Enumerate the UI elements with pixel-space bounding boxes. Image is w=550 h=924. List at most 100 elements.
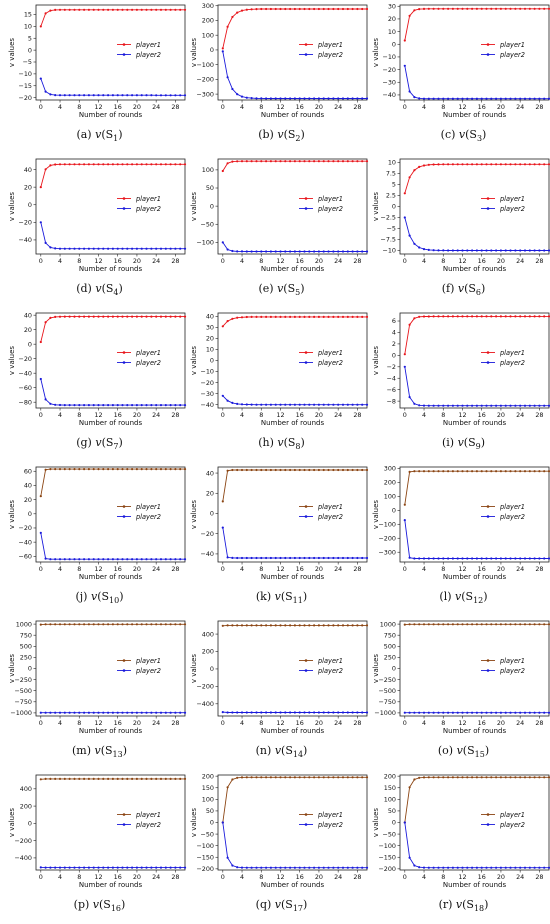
data-point-player1 [221, 500, 224, 503]
data-point-player2 [504, 866, 507, 869]
data-point-player2 [274, 866, 277, 869]
data-point-player1 [341, 315, 345, 318]
y-tick-label: −20 [19, 355, 33, 363]
legend-label-player1: player1 [135, 41, 161, 49]
data-point-player1 [456, 470, 459, 473]
y-tick-label: −4 [387, 374, 396, 382]
data-point-player2 [499, 97, 502, 100]
data-point-player1 [447, 776, 450, 779]
data-point-player2 [293, 97, 296, 100]
x-axis-label: Number of rounds [443, 419, 507, 427]
y-tick-label: −5 [387, 225, 396, 233]
data-point-player2 [179, 558, 182, 561]
legend-label-player2: player2 [135, 51, 161, 59]
series-line-player1 [404, 776, 549, 823]
data-point-player2 [303, 97, 306, 100]
y-tick-label: 500 [20, 643, 32, 651]
data-point-player2 [116, 247, 119, 250]
data-point-player2 [447, 711, 450, 714]
data-point-player2 [231, 401, 234, 404]
data-point-player2 [437, 97, 440, 100]
y-axis-label: v values [8, 192, 16, 221]
data-point-player1 [155, 777, 158, 780]
data-point-player2 [265, 866, 268, 869]
data-point-player1 [83, 468, 86, 471]
data-point-player1 [107, 468, 110, 471]
data-point-player2 [322, 866, 325, 869]
data-point-player1 [298, 624, 301, 627]
caption-function: v [277, 436, 284, 449]
data-point-player1 [269, 624, 272, 627]
data-point-player1 [289, 315, 292, 318]
y-tick-label: −30 [383, 78, 397, 86]
data-point-player2 [332, 250, 335, 253]
data-point-player2 [97, 558, 100, 561]
data-point-player2 [365, 250, 369, 253]
data-point-player1 [351, 160, 354, 163]
subfigure-caption: (r) v(S18) [372, 898, 550, 913]
data-point-player2 [361, 403, 364, 406]
legend-marker-player2 [122, 53, 126, 56]
data-point-player1 [533, 470, 536, 473]
data-point-player2 [504, 711, 507, 714]
data-point-player2 [432, 557, 435, 560]
subfigure-caption: (k) v(S11) [190, 590, 373, 605]
data-point-player1 [337, 7, 340, 11]
data-point-player2 [408, 711, 411, 714]
data-point-player2 [164, 711, 167, 714]
data-point-player1 [274, 160, 277, 163]
data-point-player1 [447, 623, 450, 626]
series-line-player1 [404, 470, 549, 505]
data-point-player1 [413, 9, 416, 12]
caption-set: (S [465, 128, 477, 141]
data-point-player2 [451, 404, 454, 407]
data-point-player1 [73, 163, 76, 166]
data-point-player2 [269, 711, 272, 714]
y-tick-label: 60 [24, 467, 32, 475]
data-point-player2 [269, 556, 272, 560]
data-point-player2 [490, 866, 493, 869]
y-tick-label: 400 [202, 630, 214, 638]
data-point-player2 [346, 403, 349, 406]
data-point-player2 [260, 711, 263, 714]
data-point-player1 [293, 315, 296, 318]
series-line-player2 [40, 378, 185, 406]
data-point-player1 [337, 315, 340, 318]
data-point-player1 [179, 777, 182, 780]
y-tick-label: −2.5 [380, 214, 396, 222]
data-point-player1 [341, 776, 345, 779]
data-point-player1 [427, 623, 430, 626]
data-point-player1 [466, 163, 469, 166]
data-point-player2 [447, 404, 450, 407]
data-point-player2 [221, 821, 224, 824]
data-point-player1 [78, 623, 81, 626]
data-point-player2 [442, 249, 445, 252]
data-point-player2 [466, 404, 469, 407]
y-tick-label: 20 [24, 326, 32, 334]
data-point-player2 [135, 404, 138, 407]
legend-label-player2: player2 [135, 667, 161, 675]
data-point-player1 [116, 163, 119, 166]
data-point-player1 [111, 315, 114, 318]
y-tick-label: −250 [378, 676, 396, 684]
x-axis-label: Number of rounds [79, 727, 143, 735]
data-point-player1 [427, 315, 430, 318]
y-tick-label: 20 [206, 335, 214, 343]
data-point-player2 [293, 711, 296, 714]
data-point-player1 [437, 776, 440, 779]
data-point-player1 [313, 315, 316, 318]
data-point-player1 [422, 470, 426, 473]
caption-close: ) [118, 128, 123, 141]
series-line-player2 [404, 366, 549, 407]
y-tick-label: 150 [202, 784, 214, 792]
caption-subscript: 4 [113, 288, 119, 298]
y-tick-label: −100 [378, 842, 396, 850]
data-point-player1 [490, 163, 493, 166]
caption-function: v [455, 590, 462, 603]
x-tick-label: 28 [535, 565, 543, 573]
x-axis-label: Number of rounds [79, 419, 143, 427]
y-tick-label: −200 [196, 76, 214, 84]
y-tick-label: 0 [210, 510, 214, 518]
data-point-player2 [183, 404, 187, 407]
